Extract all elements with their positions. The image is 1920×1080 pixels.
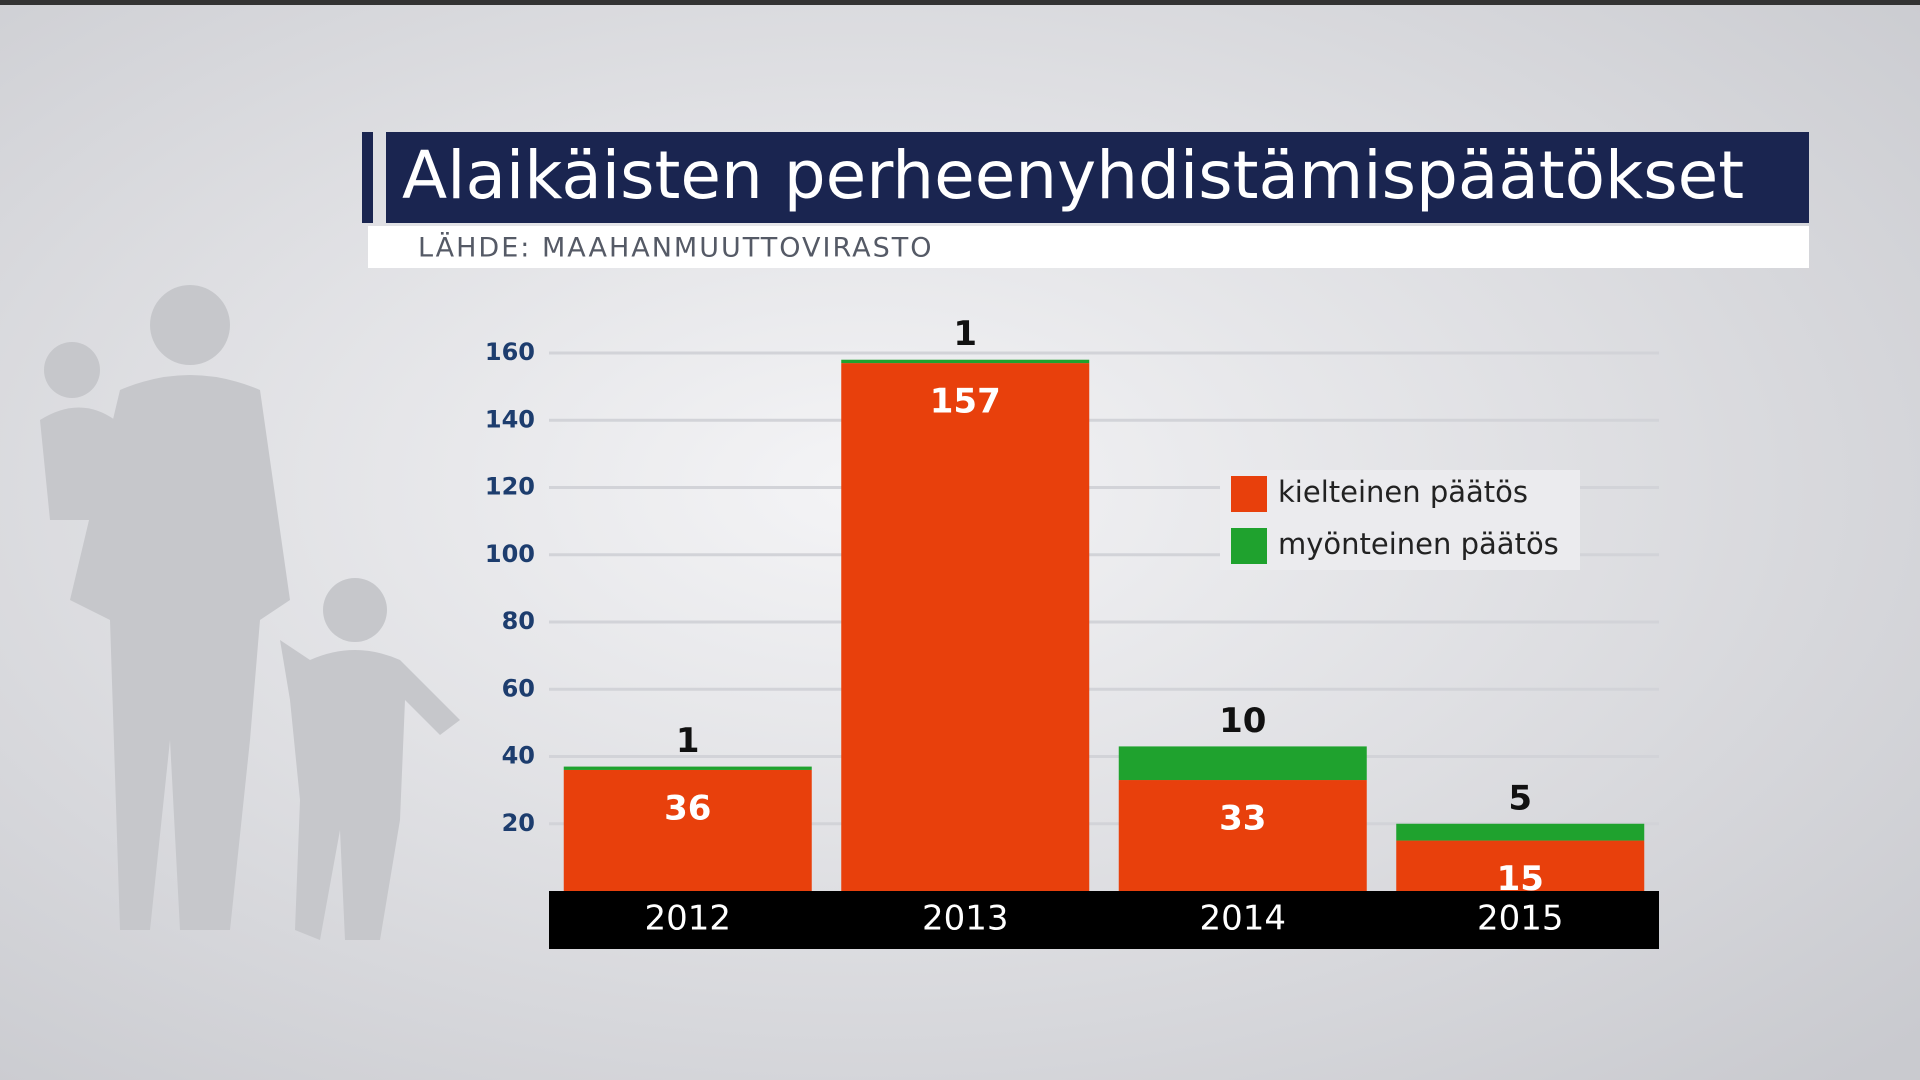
y-tick-label: 140 [485, 405, 535, 433]
legend-label: kielteinen päätös [1278, 475, 1528, 509]
y-tick-label: 20 [502, 809, 535, 837]
value-label: 10 [1219, 701, 1266, 741]
value-label: 36 [664, 788, 711, 828]
chart-title: Alaikäisten perheenyhdistämispäätökset [402, 137, 1744, 214]
y-tick-label: 100 [485, 540, 535, 568]
bar-segment [1118, 746, 1367, 781]
value-label: 5 [1508, 778, 1532, 818]
legend-label: myönteinen päätös [1278, 527, 1559, 561]
title-accent [362, 132, 373, 223]
value-label: 157 [930, 382, 1001, 422]
bar-segment [841, 359, 1090, 364]
value-label: 15 [1497, 859, 1544, 899]
value-label: 1 [676, 721, 700, 761]
legend-swatch [1231, 528, 1267, 564]
chart-subtitle: LÄHDE: MAAHANMUUTTOVIRASTO [418, 232, 933, 264]
y-tick-label: 160 [485, 338, 535, 366]
x-axis-band [549, 891, 1659, 949]
y-tick-label: 40 [502, 742, 535, 770]
bar-segment [841, 363, 1090, 891]
x-tick-label: 2012 [644, 899, 731, 939]
y-tick-label: 120 [485, 473, 535, 501]
subtitle-bar [368, 226, 1809, 268]
x-tick-label: 2014 [1199, 899, 1286, 939]
bar-segment [1118, 780, 1367, 891]
top-edge [0, 0, 1920, 5]
legend-swatch [1231, 476, 1267, 512]
legend-background [1220, 470, 1580, 570]
x-tick-label: 2013 [922, 899, 1009, 939]
silhouette [40, 285, 460, 940]
bar-segment [563, 769, 812, 891]
bar-segment [1396, 823, 1645, 841]
y-tick-label: 80 [502, 607, 535, 635]
x-tick-label: 2015 [1477, 899, 1564, 939]
value-label: 1 [953, 314, 977, 354]
y-tick-label: 60 [502, 674, 535, 702]
value-label: 33 [1219, 799, 1266, 839]
title-bar [386, 132, 1809, 223]
bar-segment [1396, 840, 1645, 891]
bar-segment [563, 766, 812, 770]
